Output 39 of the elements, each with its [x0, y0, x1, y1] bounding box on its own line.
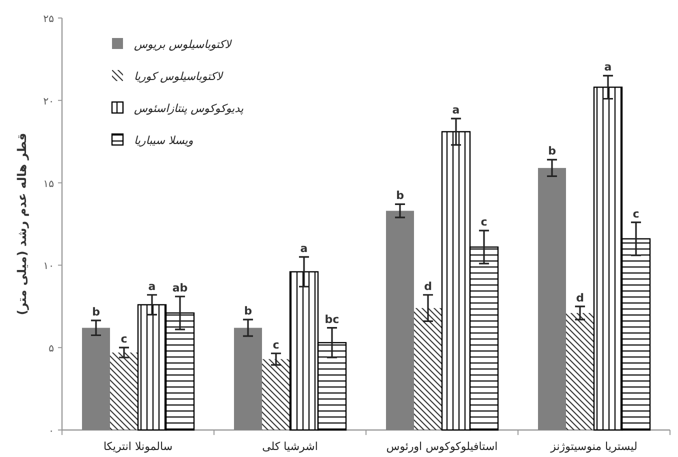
y-tick-label: ۵ — [48, 344, 54, 355]
data-label: a — [452, 104, 460, 117]
data-label: a — [300, 242, 308, 255]
legend-label: لاکتوباسیلوس کوریا — [134, 70, 224, 83]
x-tick-label: لیستریا منوسیتوژنز — [550, 440, 638, 453]
data-label: c — [272, 338, 280, 352]
bar — [566, 312, 594, 430]
data-label: bc — [324, 312, 340, 326]
data-label: c — [120, 332, 128, 346]
data-label: b — [396, 189, 404, 202]
x-tick-label: سالمونلا انتریکا — [103, 440, 173, 453]
x-tick-label: استافیلوکوکوس اورئوس — [386, 440, 498, 453]
data-label: d — [424, 280, 432, 293]
data-label: b — [548, 144, 556, 158]
bar — [110, 352, 138, 430]
y-tick-label: ۲۰ — [43, 96, 54, 108]
y-axis-title: قطر هاله عدم رشد (میلی متر) — [15, 132, 29, 316]
legend-label: ویسلا سیباریا — [134, 134, 194, 147]
data-label: a — [604, 60, 612, 74]
y-tick-label: ۲۵ — [43, 14, 54, 25]
data-label: ab — [172, 282, 188, 295]
bar — [234, 328, 262, 430]
bar — [538, 168, 566, 430]
data-label: b — [244, 304, 252, 318]
bar — [414, 308, 442, 430]
bar — [262, 359, 290, 430]
x-tick-label: اشرشیا کلی — [262, 440, 318, 453]
legend-label: پدیوکوکوس پنتازاسئوس — [134, 102, 244, 115]
y-tick-label: ۰ — [48, 426, 54, 437]
y-tick-label: ۱۵ — [43, 178, 54, 190]
data-label: c — [480, 216, 488, 229]
y-tick-label: ۱۰ — [43, 261, 54, 272]
legend-label: لاکتوباسیلوس بریوس — [134, 38, 233, 51]
data-label: b — [92, 305, 100, 318]
data-label: a — [148, 280, 156, 293]
data-label: c — [632, 207, 640, 220]
data-label: d — [576, 291, 584, 304]
bar — [386, 210, 414, 430]
bar — [82, 328, 110, 430]
